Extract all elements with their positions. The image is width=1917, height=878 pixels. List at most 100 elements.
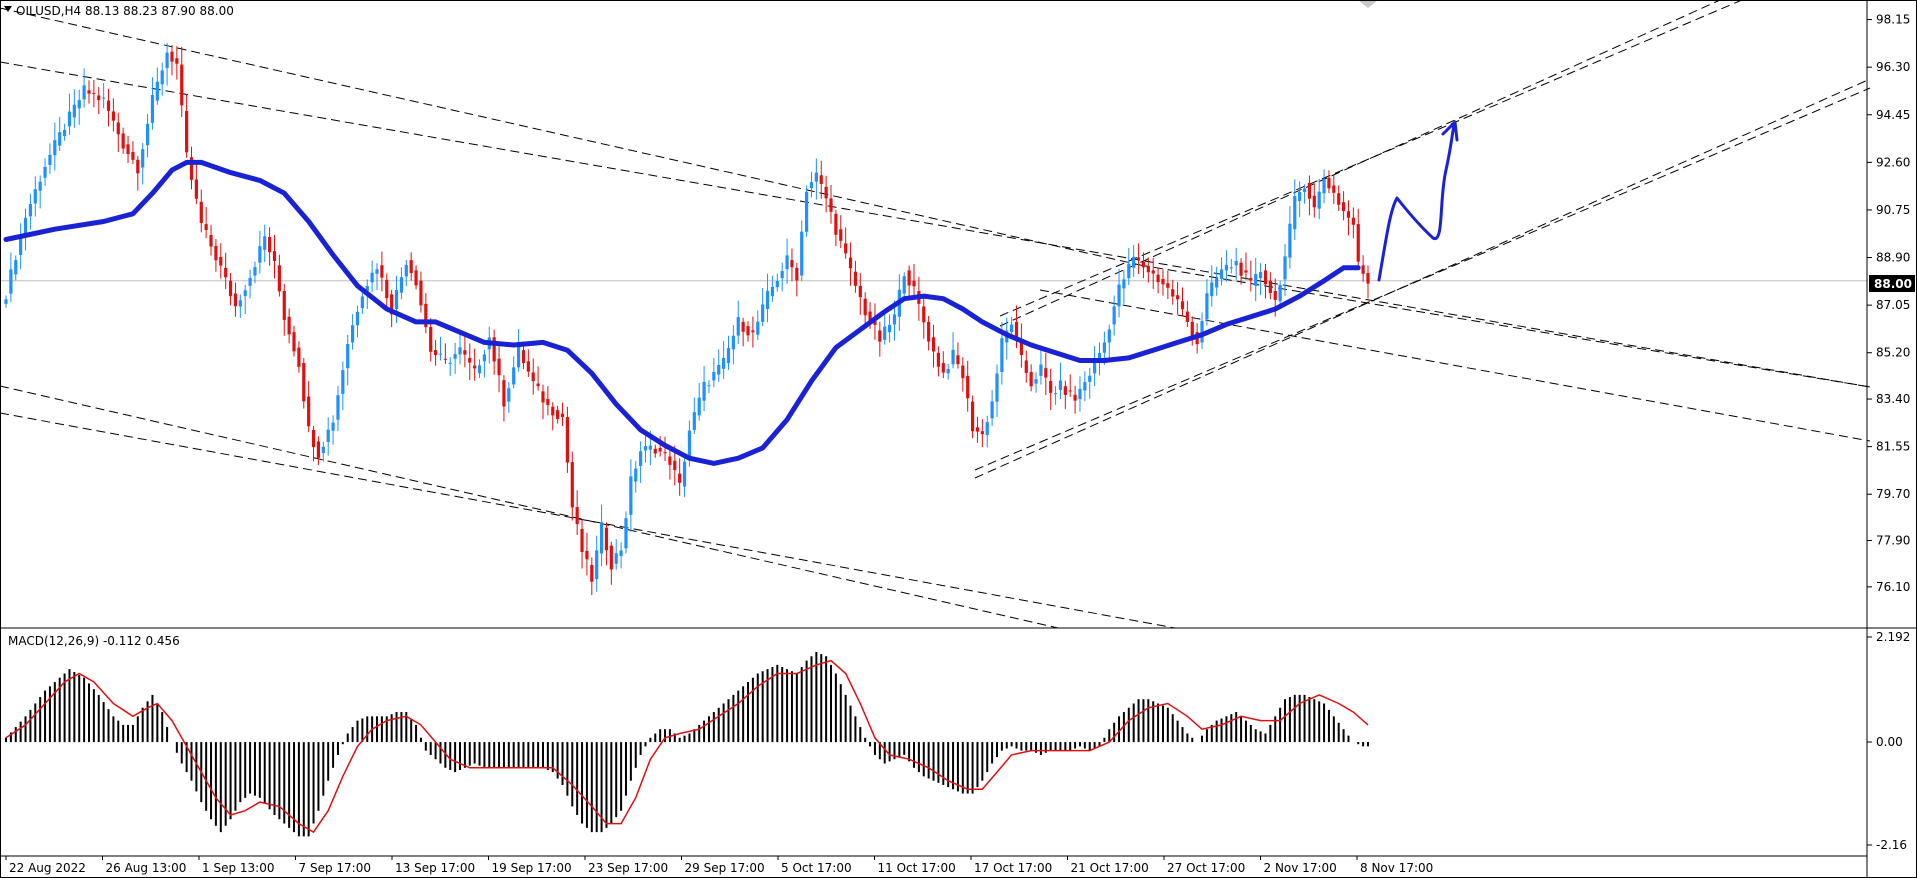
candle — [570, 451, 574, 521]
candle — [902, 272, 906, 299]
price-tick-label: 76.10 — [1876, 580, 1910, 594]
candle — [878, 321, 882, 357]
candle — [1244, 252, 1248, 280]
price-tick-label: 85.20 — [1876, 346, 1910, 360]
candle — [214, 239, 218, 272]
candle — [1132, 245, 1136, 277]
candle — [585, 532, 589, 576]
candle — [1122, 269, 1126, 304]
candle — [1146, 257, 1150, 283]
candle — [1180, 287, 1185, 316]
candle — [321, 441, 325, 462]
candle — [1254, 257, 1258, 302]
candle — [990, 390, 994, 427]
candle — [360, 292, 364, 314]
candle — [1058, 362, 1063, 400]
right-down-line-b — [1039, 289, 1871, 442]
candle — [253, 261, 257, 284]
candle — [67, 93, 72, 135]
candle — [1063, 380, 1067, 410]
current-price-badge — [1869, 275, 1915, 292]
candle — [512, 356, 516, 389]
down-channel-upper-line — [0, 7, 1141, 266]
candle — [23, 208, 28, 251]
candle — [1185, 300, 1189, 327]
candle — [43, 158, 47, 186]
candle — [1229, 258, 1233, 274]
candle — [736, 300, 740, 344]
candle — [556, 405, 560, 424]
price-tick-label: 77.90 — [1876, 534, 1910, 548]
down-channel-mid-line — [0, 385, 1059, 629]
candle — [1200, 312, 1204, 349]
candle — [189, 146, 194, 190]
candle — [414, 265, 418, 290]
candle — [912, 264, 916, 299]
candle — [380, 251, 384, 292]
price-tick-label: 79.70 — [1876, 487, 1910, 501]
candle — [199, 189, 203, 233]
candle — [48, 143, 52, 174]
candle — [1268, 272, 1272, 300]
candle — [507, 382, 511, 413]
candle — [1293, 179, 1297, 241]
price-tick-label: 96.30 — [1876, 60, 1910, 74]
candle — [116, 112, 120, 153]
candle — [346, 334, 350, 386]
candle — [922, 296, 926, 339]
candle — [145, 114, 150, 158]
candle — [180, 46, 184, 118]
candle — [599, 504, 604, 567]
candle — [53, 122, 57, 171]
candle — [834, 209, 838, 247]
candle — [263, 224, 267, 263]
candle — [1205, 278, 1209, 326]
candle — [453, 342, 457, 374]
candle — [77, 89, 81, 125]
candle — [458, 333, 462, 365]
symbol-dropdown-icon[interactable] — [4, 6, 12, 12]
up-channel-upper-inner-line — [999, 0, 1721, 327]
candle — [204, 207, 208, 239]
time-axis: 22 Aug 2022 26 Aug 13:00 1 Sep 13:00 7 Sep … — [5, 856, 1433, 875]
candle — [404, 259, 408, 287]
time-tick-label: 1 Sep 13:00 — [202, 861, 274, 875]
candle — [795, 262, 799, 297]
price-tick-label: 90.75 — [1876, 203, 1910, 217]
candle — [1356, 208, 1360, 269]
candle — [1302, 184, 1307, 204]
candle — [224, 252, 228, 290]
candle — [1322, 169, 1326, 204]
candle — [438, 336, 443, 361]
candle — [1049, 368, 1053, 410]
macd-histogram — [5, 652, 1369, 837]
chart-corner-icon[interactable] — [1358, 0, 1378, 8]
candle — [463, 335, 467, 368]
candle — [351, 314, 355, 350]
candle — [160, 62, 164, 96]
macd-scale-max: 2.192 — [1876, 630, 1910, 644]
candle — [355, 305, 360, 338]
candle — [14, 255, 18, 281]
candle — [175, 46, 179, 80]
current-price-label: 88.00 — [1874, 277, 1912, 291]
candle — [951, 332, 955, 369]
candle — [829, 184, 833, 224]
candle — [28, 193, 33, 230]
candle — [1215, 266, 1219, 296]
candle — [722, 341, 726, 380]
candle — [1224, 250, 1229, 282]
candle — [1083, 371, 1087, 402]
candle — [692, 397, 696, 435]
price-tick-label: 83.40 — [1876, 392, 1910, 406]
price-tick-label: 98.15 — [1876, 13, 1910, 27]
candle — [141, 142, 145, 185]
candle — [931, 324, 936, 368]
up-channel-lower-outer-line — [974, 78, 1871, 479]
candle — [468, 343, 472, 381]
time-tick-label: 27 Oct 17:00 — [1167, 861, 1245, 875]
candle — [419, 271, 423, 313]
candle — [1332, 174, 1336, 205]
candle — [526, 349, 530, 377]
